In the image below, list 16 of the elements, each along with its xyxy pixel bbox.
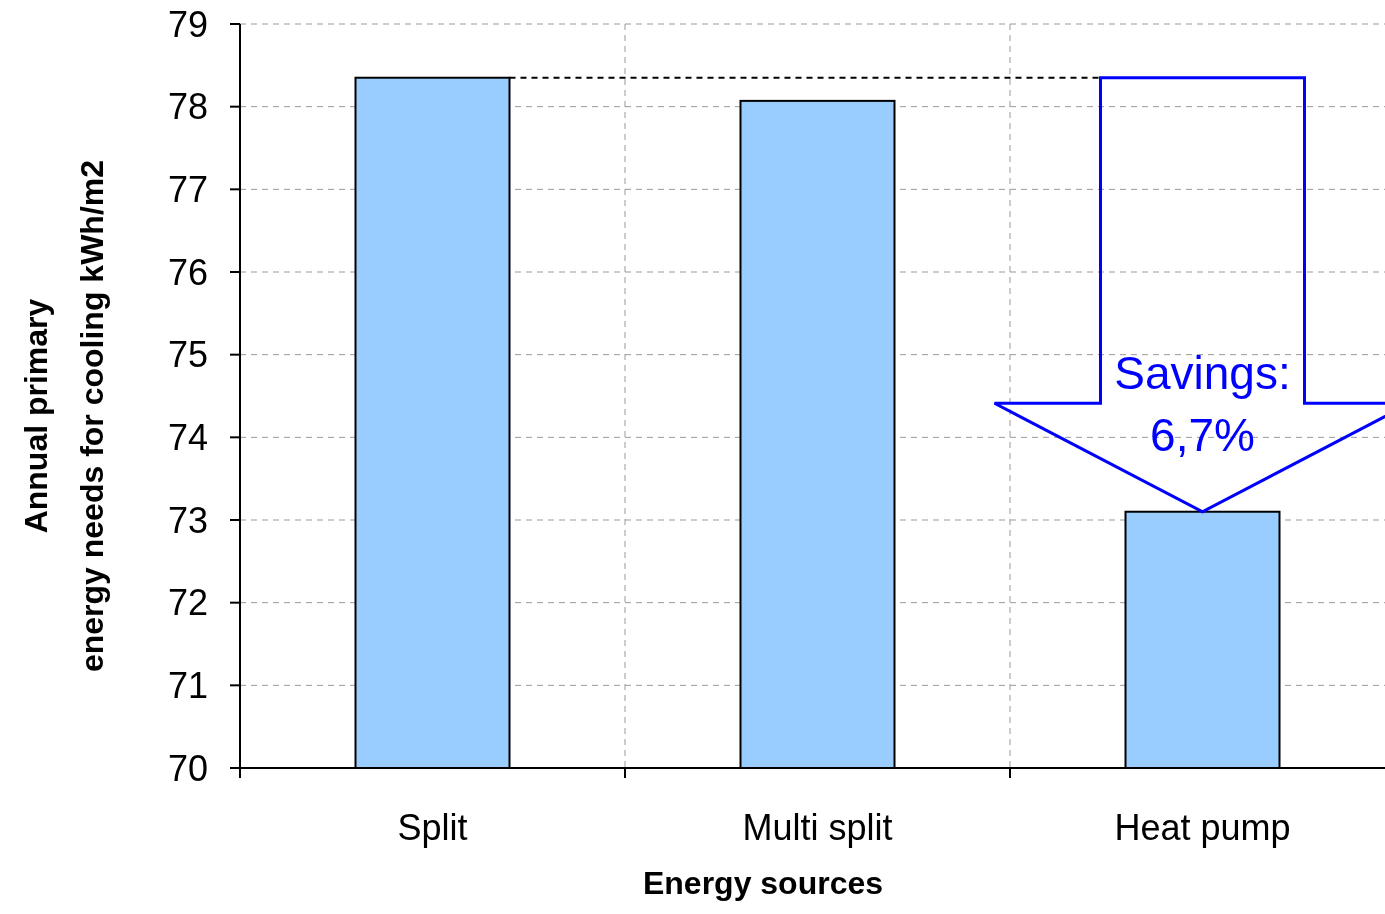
y-axis-title: Annual primary energy needs for cooling kWh/m2	[18, 159, 110, 673]
x-tick-label: Split	[397, 807, 468, 848]
y-tick-label: 79	[167, 3, 208, 45]
x-tick-label: Multi split	[742, 807, 893, 848]
y-tick-label: 72	[167, 582, 208, 624]
y-tick-label: 77	[167, 168, 208, 210]
y-tick-label: 75	[167, 334, 208, 376]
y-tick-label: 76	[167, 251, 208, 293]
y-tick-label: 74	[167, 416, 208, 458]
y-tick-label: 70	[167, 747, 208, 789]
y-tick-label: 73	[167, 499, 208, 541]
annotation: Savings: 6,7%	[1114, 347, 1291, 462]
y-tick-label: 71	[167, 664, 208, 706]
y-tick-label: 78	[167, 86, 208, 128]
x-axis-title: Energy sources	[642, 865, 884, 901]
x-tick-label: Heat pump	[1114, 807, 1291, 848]
